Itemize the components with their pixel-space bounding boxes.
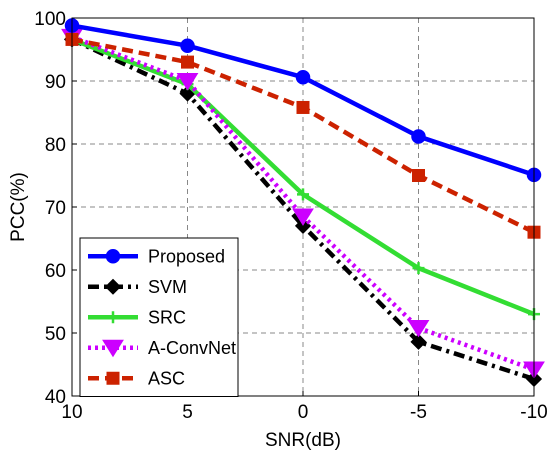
- legend-marker-a-convnet: [102, 339, 124, 358]
- data-point-src: [412, 262, 425, 275]
- x-tick-label: -10: [520, 402, 547, 423]
- data-point-asc: [296, 100, 310, 114]
- y-tick-label: 40: [45, 387, 66, 408]
- y-tick-label: 50: [45, 324, 66, 345]
- legend-item-proposed: Proposed: [88, 246, 225, 266]
- data-point-a-convnet: [176, 73, 199, 91]
- y-tick-label: 80: [45, 135, 66, 156]
- y-axis-label: PCC(%): [8, 172, 29, 242]
- legend: Proposed SVM SRC A-ConvNet ASC: [79, 237, 239, 397]
- series-asc: [65, 32, 541, 239]
- data-point-svm: [410, 333, 427, 350]
- legend-marker-asc: [106, 371, 120, 385]
- y-tick-label: 70: [45, 198, 66, 219]
- data-point-a-convnet: [292, 208, 314, 226]
- legend-marker-src: [107, 311, 119, 324]
- legend-label-proposed: Proposed: [148, 246, 225, 266]
- x-tick-label: 10: [61, 402, 82, 423]
- legend-item-src: SRC: [88, 307, 186, 327]
- data-point-proposed: [295, 69, 311, 85]
- legend-label-a-convnet: A-ConvNet: [148, 338, 236, 358]
- x-tick-label: 0: [298, 402, 309, 423]
- data-point-asc: [181, 55, 194, 69]
- x-tick-label: -5: [410, 402, 427, 423]
- data-point-a-convnet: [407, 319, 430, 338]
- legend-marker-proposed: [105, 249, 121, 264]
- series-line-svm: [71, 37, 535, 382]
- legend-label-asc: ASC: [148, 368, 185, 388]
- data-point-asc: [412, 169, 425, 182]
- x-axis-label: SNR(dB): [265, 430, 341, 451]
- data-point-proposed: [411, 129, 426, 144]
- data-point-src: [297, 188, 309, 201]
- legend-item-asc: ASC: [88, 368, 185, 388]
- x-tick-label: 5: [182, 402, 193, 423]
- legend-label-src: SRC: [148, 307, 186, 327]
- legend-item-svm: SVM: [88, 277, 187, 297]
- data-point-proposed: [180, 38, 195, 53]
- legend-label-svm: SVM: [148, 277, 187, 297]
- legend-marker-svm: [104, 278, 122, 295]
- y-tick-label: 100: [34, 9, 66, 30]
- legend-item-a-convnet: A-ConvNet: [88, 338, 236, 358]
- y-tick-label: 60: [45, 261, 66, 282]
- y-tick-label: 90: [45, 72, 66, 93]
